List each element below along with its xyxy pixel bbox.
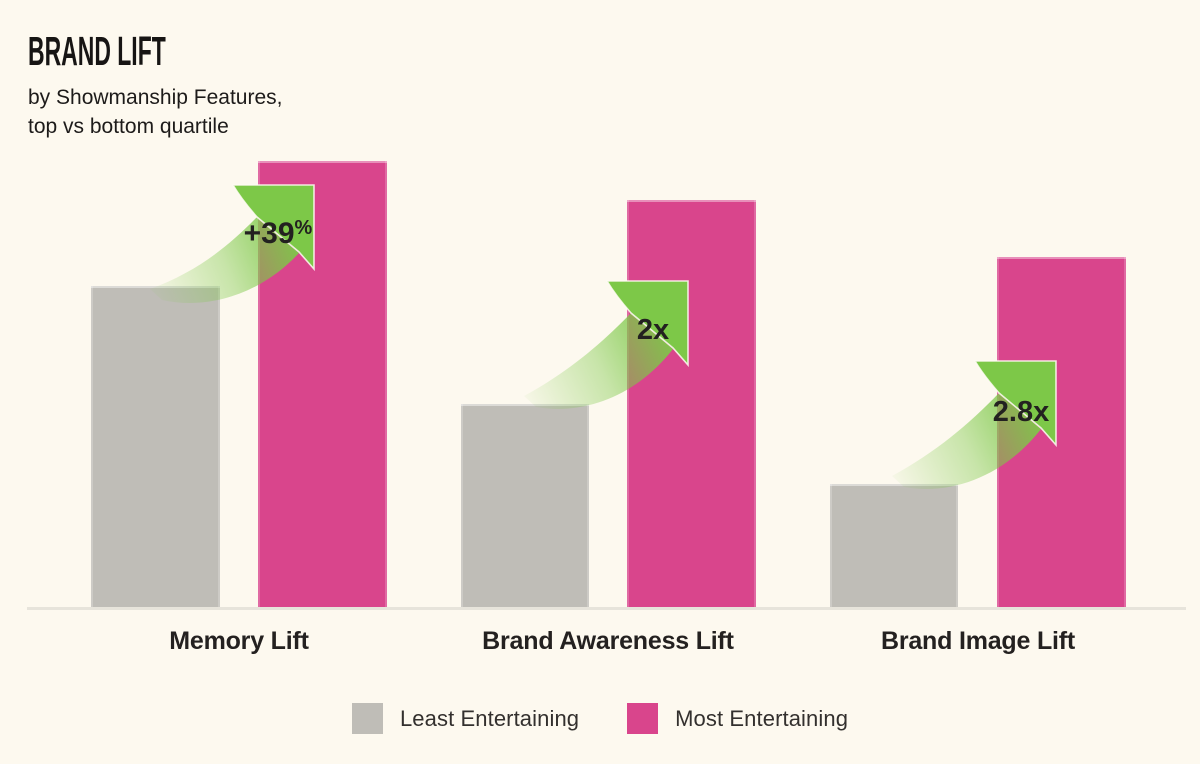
bar-image-most [997, 257, 1126, 608]
legend-label-most: Most Entertaining [675, 705, 849, 731]
bar-memory-least [91, 286, 220, 608]
legend-item-least-entertaining: Least Entertaining [351, 703, 580, 734]
legend-item-most-entertaining: Most Entertaining [627, 703, 848, 734]
page-title: BRAND LIFT [28, 28, 166, 74]
category-label-image-lift: Brand Image Lift [880, 627, 1076, 655]
bar-awareness-most [627, 200, 756, 608]
bar-awareness-least [461, 404, 589, 608]
legend-label-least: Least Entertaining [399, 705, 580, 731]
category-label-memory-lift: Memory Lift [169, 627, 309, 655]
page-subtitle: by Showmanship Features, top vs bottom q… [28, 86, 283, 138]
legend-swatch-least [351, 703, 383, 734]
x-axis-line [27, 607, 1186, 610]
bar-image-least [830, 484, 958, 608]
legend-swatch-most [627, 703, 659, 734]
category-label-awareness-lift: Brand Awareness Lift [482, 627, 734, 655]
bar-memory-most [258, 161, 387, 608]
legend: Least Entertaining Most Entertaining [0, 703, 1200, 734]
